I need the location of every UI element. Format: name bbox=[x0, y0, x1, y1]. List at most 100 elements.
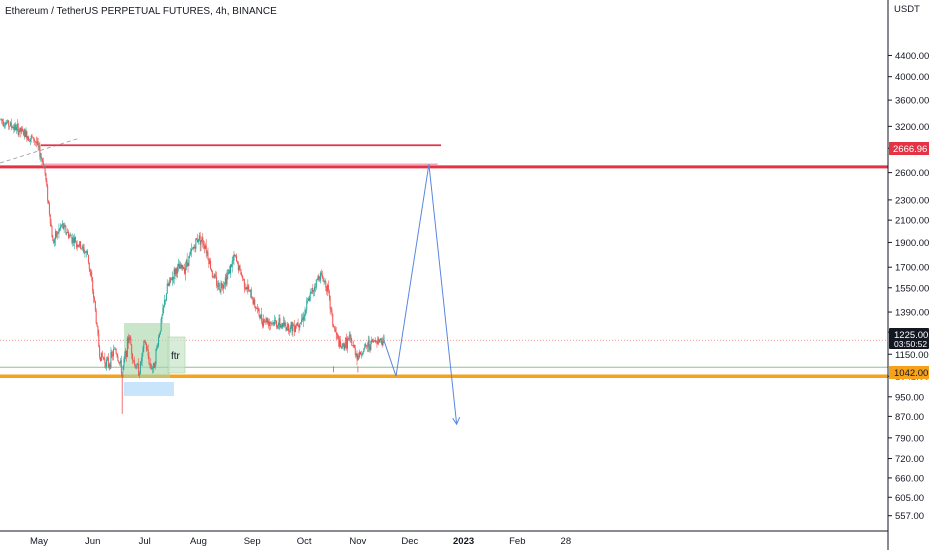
candle-body bbox=[12, 127, 14, 128]
candle-body bbox=[186, 260, 188, 263]
candle-body bbox=[207, 251, 209, 260]
ftr-box[interactable] bbox=[167, 336, 186, 374]
resistance-tag bbox=[889, 142, 929, 155]
price-tick-label: 4000.00 bbox=[895, 72, 929, 83]
candle-body bbox=[85, 252, 87, 253]
candle-body bbox=[114, 349, 116, 350]
time-tick-label: Feb bbox=[509, 536, 525, 547]
candle-body bbox=[293, 324, 295, 326]
candle-body bbox=[221, 283, 223, 286]
candle-body bbox=[179, 264, 181, 269]
candle-body bbox=[26, 131, 28, 140]
candle-body bbox=[257, 307, 259, 309]
candle-body bbox=[252, 299, 254, 304]
candle-body bbox=[106, 357, 108, 360]
candle-body bbox=[241, 274, 243, 276]
candle-body bbox=[353, 345, 355, 347]
candle-body bbox=[204, 245, 206, 249]
candle-body bbox=[41, 157, 43, 159]
price-tick-label: 950.00 bbox=[895, 392, 924, 403]
candle-body bbox=[109, 364, 111, 368]
candle-body bbox=[75, 242, 77, 244]
candle-body bbox=[262, 321, 264, 327]
candle-body bbox=[188, 256, 190, 267]
candle-body bbox=[93, 291, 95, 298]
candle-body bbox=[80, 241, 82, 249]
price-tick-label: 2600.00 bbox=[895, 168, 929, 179]
candle-body bbox=[321, 274, 323, 279]
candle-body bbox=[379, 339, 381, 343]
candle-body bbox=[101, 352, 103, 357]
candle-body bbox=[171, 279, 173, 281]
candle-body bbox=[130, 338, 132, 345]
candle-body bbox=[340, 340, 342, 348]
candle-body bbox=[190, 251, 192, 255]
candle-body bbox=[312, 288, 314, 292]
time-tick-label: Nov bbox=[349, 536, 366, 547]
price-tick-label: 3600.00 bbox=[895, 96, 929, 107]
candle-body bbox=[228, 270, 230, 273]
candle-body bbox=[23, 129, 25, 135]
candle-body bbox=[5, 122, 7, 125]
candle-body bbox=[153, 363, 155, 368]
candle-body bbox=[4, 124, 6, 126]
candle-body bbox=[166, 283, 168, 294]
candle-body bbox=[238, 265, 240, 271]
candle-body bbox=[354, 348, 356, 355]
candle-body bbox=[314, 287, 316, 291]
candle-body bbox=[98, 333, 100, 347]
candle-body bbox=[295, 325, 297, 327]
candle-body bbox=[52, 237, 54, 242]
candlesticks bbox=[0, 118, 385, 414]
candle-body bbox=[199, 235, 201, 245]
candle-body bbox=[381, 340, 383, 346]
candle-body bbox=[92, 280, 94, 292]
candle-body bbox=[277, 324, 279, 328]
candle-body bbox=[195, 238, 197, 249]
candle-body bbox=[49, 214, 51, 224]
price-tick-label: 870.00 bbox=[895, 412, 924, 423]
candle-body bbox=[374, 340, 376, 342]
candle-body bbox=[141, 353, 143, 362]
last-price-tag bbox=[889, 328, 929, 349]
candle-body bbox=[313, 290, 315, 292]
candle-body bbox=[146, 349, 148, 351]
candle-body bbox=[353, 345, 355, 349]
candle-body bbox=[300, 322, 302, 324]
candle-body bbox=[155, 349, 157, 365]
candle-body bbox=[46, 180, 48, 186]
candle-body bbox=[357, 356, 359, 360]
price-tick-label: 557.00 bbox=[895, 511, 924, 522]
price-axis-ticks: 4400.004000.003600.003200.002900.002600.… bbox=[888, 51, 929, 522]
candle-body bbox=[154, 364, 156, 368]
candle-body bbox=[226, 275, 228, 285]
candle-body bbox=[165, 299, 167, 301]
candle-body bbox=[368, 340, 370, 347]
candle-body bbox=[225, 277, 227, 285]
candle-body bbox=[29, 138, 31, 142]
candle-body bbox=[267, 320, 269, 323]
candle-body bbox=[272, 322, 274, 323]
candle-body bbox=[7, 120, 9, 123]
candle-body bbox=[200, 240, 202, 245]
candle-body bbox=[212, 277, 214, 278]
candle-body bbox=[314, 287, 316, 288]
candle-body bbox=[271, 322, 273, 324]
countdown-text: 03:50:52 bbox=[894, 339, 927, 349]
candle-body bbox=[335, 332, 337, 333]
candle-body bbox=[171, 277, 173, 281]
demand-zone[interactable] bbox=[124, 323, 170, 378]
candle-body bbox=[291, 322, 293, 332]
candle-body bbox=[35, 141, 37, 144]
candle-body bbox=[280, 325, 282, 328]
candle-body bbox=[126, 350, 128, 357]
candle-body bbox=[151, 366, 153, 369]
candle-body bbox=[196, 238, 198, 240]
low-zone[interactable] bbox=[124, 382, 174, 396]
candle-body bbox=[157, 345, 159, 347]
candle-body bbox=[22, 128, 24, 131]
candle-body bbox=[38, 145, 40, 147]
candle-body bbox=[147, 349, 149, 357]
candle-body bbox=[16, 124, 18, 127]
